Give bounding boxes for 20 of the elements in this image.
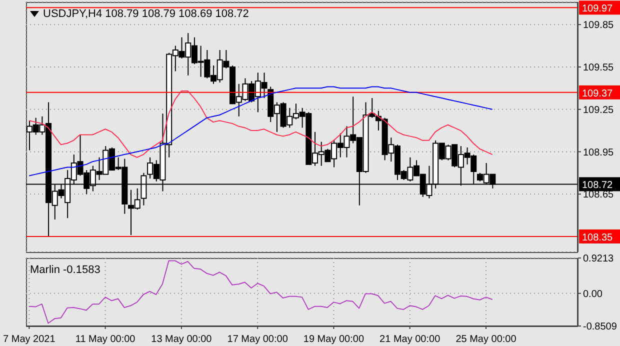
y-tick-label: 0.00 [583, 288, 603, 300]
ref-line-label: 109.97 [582, 4, 614, 15]
ref-line-label: 108.35 [582, 232, 614, 244]
x-tick-label: 13 May 00:00 [151, 334, 212, 345]
x-tick-label: 17 May 00:00 [227, 334, 288, 345]
ref-line-label: 109.37 [582, 88, 614, 100]
x-tick-label: 19 May 00:00 [303, 334, 364, 345]
y-tick-label: 109.55 [583, 62, 614, 74]
y-tick-label: 0.9213 [583, 254, 614, 265]
x-tick-label: 11 May 00:00 [75, 334, 136, 345]
x-tick-label: 7 May 2021 [3, 334, 56, 345]
y-tick-label: 109.25 [583, 104, 614, 116]
text: USDJPY,H4 108.79 108.79 108.69 108.72 [43, 8, 249, 20]
ref-line-label: 108.72 [582, 180, 614, 192]
y-tick-label: 108.95 [583, 147, 614, 158]
y-tick-label: -0.8509 [583, 322, 618, 333]
x-tick-label: 25 May 00:00 [456, 334, 517, 345]
text: Marlin -0.1583 [30, 264, 100, 276]
y-tick-label: 109.85 [583, 20, 614, 32]
x-tick-label: 21 May 00:00 [380, 334, 441, 345]
